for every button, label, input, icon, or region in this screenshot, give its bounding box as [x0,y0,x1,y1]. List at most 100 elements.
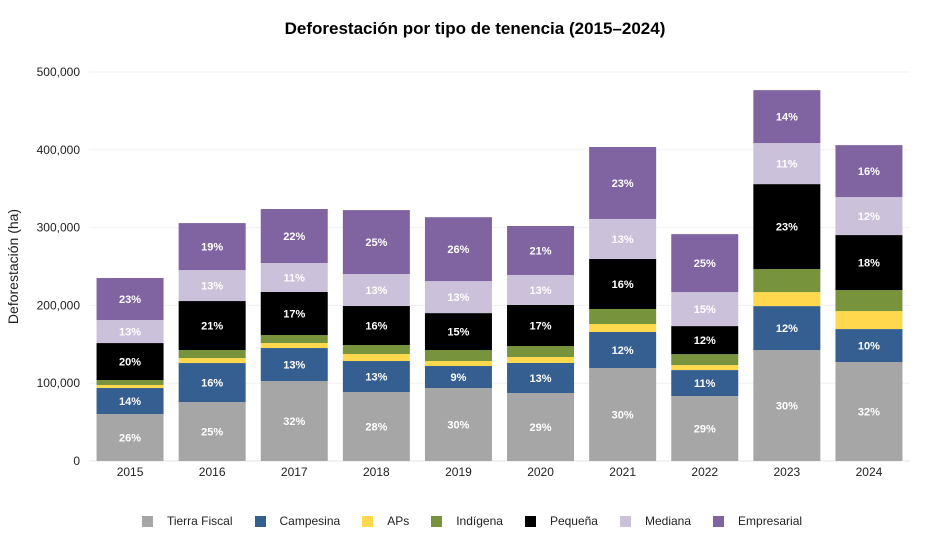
bar-segment-pequeña [507,305,575,347]
legend-swatch [362,515,374,527]
bar-segment-campesina [507,362,575,394]
data-label: 16% [612,279,634,291]
bar-segment-mediana [507,274,575,306]
data-label: 26% [119,433,141,445]
bar-segment-aps [507,356,575,363]
data-label: 13% [119,327,141,339]
data-label: 30% [612,410,634,422]
bar-segment-campesina [96,388,164,415]
legend-item[interactable]: Indígena [431,514,509,528]
legend-swatch [524,515,536,527]
legend-label: Campesina [279,514,341,528]
bar-segment-indígena [96,380,164,385]
bar-segment-pequeña [589,258,657,309]
data-label: 16% [201,378,223,390]
bar-segment-mediana [671,292,739,327]
bar-segment-indígena [178,350,246,359]
legend-label: Mediana [644,514,692,528]
legend-swatch [431,515,443,527]
data-label: 13% [447,292,469,304]
bar-segment-indígena [589,308,657,324]
bar-segment-mediana [260,262,328,293]
data-label: 12% [858,211,880,223]
bar-segment-empresarial [671,234,739,293]
legend-item[interactable]: Campesina [254,514,347,528]
bar-segment-tierra-fiscal [589,368,657,461]
bar-segment-campesina [835,329,903,363]
data-label: 14% [119,396,141,408]
data-label: 11% [776,159,798,171]
legend-item[interactable]: Empresarial [713,514,808,528]
data-label: 12% [694,335,716,347]
x-tick-label: 2022 [691,465,718,479]
data-label: 13% [283,360,305,372]
bar-segment-campesina [342,361,410,392]
data-label: 16% [365,321,387,333]
bar-segment-tierra-fiscal [342,391,410,461]
data-label: 25% [201,427,223,439]
data-label: 10% [858,341,880,353]
y-axis-label: Deforestación (ha) [5,209,21,324]
data-label: 13% [612,234,634,246]
bar-segment-aps [589,323,657,333]
legend-label: Empresarial [738,514,803,528]
bar-segment-pequeña [671,326,739,355]
legend-item[interactable]: Mediana [619,514,697,528]
x-tick-label: 2020 [527,465,554,479]
bar-segment-mediana [424,281,492,314]
data-label: 28% [365,421,387,433]
data-label: 26% [447,244,469,256]
bar-segment-pequeña [835,235,903,291]
bar-segment-pequeña [178,301,246,351]
bar-segment-tierra-fiscal [424,388,492,461]
data-label: 25% [694,258,716,270]
bar-segment-aps [178,358,246,364]
legend-label: Indígena [456,514,503,528]
y-tick-label: 400,000 [37,143,81,157]
bar-segment-mediana [589,218,657,259]
bar-segment-empresarial [342,210,410,275]
data-label: 23% [612,178,634,190]
bar-segment-indígena [507,346,575,357]
bar-segment-aps [424,361,492,367]
y-tick-label: 0 [73,454,80,468]
bar-segment-tierra-fiscal [671,396,739,461]
data-label: 25% [365,237,387,249]
legend-item[interactable]: Tierra Fiscal [141,514,239,528]
y-tick-label: 500,000 [37,65,81,79]
data-label: 29% [530,422,552,434]
bar-segment-tierra-fiscal [96,414,164,461]
legend-item[interactable]: APs [362,514,415,528]
data-label: 13% [365,372,387,384]
data-label: 21% [201,321,223,333]
data-label: 23% [776,222,798,234]
bar-segment-tierra-fiscal [753,350,821,461]
data-label: 30% [447,420,469,432]
bar-segment-campesina [589,332,657,369]
bar-segment-indígena [835,290,903,312]
bar-segment-pequeña [96,343,164,381]
bar-segment-tierra-fiscal [260,381,328,461]
bar-segment-empresarial [753,90,821,144]
bar-segment-indígena [260,335,328,344]
bar-segment-tierra-fiscal [178,402,246,461]
x-tick-label: 2023 [773,465,800,479]
bar-segment-mediana [342,274,410,307]
bar-segment-pequeña [342,306,410,346]
data-label: 32% [283,416,305,428]
x-tick-label: 2019 [445,465,472,479]
bar-segment-aps [342,354,410,362]
bar-segment-empresarial [424,217,492,282]
bar-segment-pequeña [753,184,821,270]
bar-segment-empresarial [507,225,575,275]
y-tick-label: 200,000 [37,298,81,312]
bar-segment-aps [260,343,328,349]
legend-swatch [141,515,153,527]
legend-item[interactable]: Pequeña [524,514,604,528]
legend-label: Pequeña [549,514,598,528]
bar-segment-empresarial [589,146,657,219]
data-label: 13% [201,281,223,293]
bar-segment-aps [671,365,739,371]
data-label: 15% [447,327,469,339]
x-tick-label: 2017 [281,465,308,479]
